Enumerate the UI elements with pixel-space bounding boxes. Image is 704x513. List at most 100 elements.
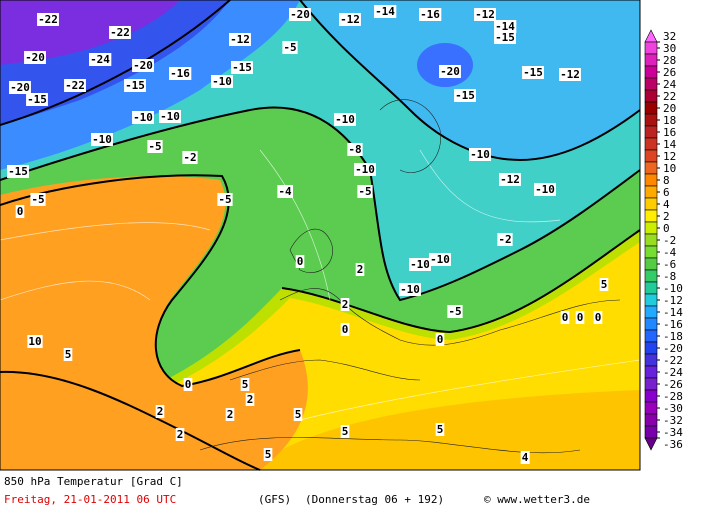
colorbar-label: 32 [663, 30, 676, 43]
contour-label-box [340, 298, 350, 311]
contour-label: 2 [177, 428, 184, 441]
contour-label: 0 [297, 255, 304, 268]
contour-label: 0 [595, 311, 602, 324]
contour-label-box [354, 163, 376, 176]
footer-source: © www.wetter3.de [484, 493, 590, 506]
contour-label-box [245, 393, 255, 406]
contour-label: -10 [133, 111, 153, 124]
contour-label: -10 [535, 183, 555, 196]
footer-model: (GFS) [258, 493, 291, 506]
field-lightorange [250, 390, 640, 470]
contour-label-box [575, 311, 585, 324]
contour-label: 0 [562, 311, 569, 324]
contour-label: -10 [92, 133, 112, 146]
contour-label: -5 [283, 41, 296, 54]
colorbar-label: 10 [663, 162, 676, 175]
contour-label: 10 [28, 335, 41, 348]
colorbar-swatch [644, 401, 658, 415]
coastlines [199, 99, 621, 454]
colorbar-label: 2 [663, 210, 670, 223]
contour-label-box [147, 140, 163, 153]
contour-label: -20 [25, 51, 45, 64]
contour-label-box [225, 408, 235, 421]
contour-label-box [9, 81, 31, 94]
contour-label: -2 [498, 233, 511, 246]
isotherm [0, 222, 211, 241]
contour-label-box [340, 323, 350, 336]
coastline [279, 288, 621, 346]
contour-label: -22 [38, 13, 58, 26]
colorbar-swatch [644, 257, 658, 271]
colorbar-label: -26 [663, 378, 683, 391]
contour-label-box [229, 33, 251, 46]
colorbar-label: -10 [663, 282, 683, 295]
colorbar-label: -14 [663, 306, 683, 319]
contour-label: -15 [523, 66, 543, 79]
contour-label: -5 [448, 305, 461, 318]
colorbar-label: -20 [663, 342, 683, 355]
contour-label: 2 [157, 405, 164, 418]
contour-label-box [231, 61, 253, 74]
colorbar-label: 16 [663, 126, 676, 139]
contour-label-box [132, 59, 154, 72]
contour-label: 5 [437, 423, 444, 436]
contour-label-box [155, 405, 165, 418]
contour-label: -10 [160, 110, 180, 123]
contour-label: 5 [601, 278, 608, 291]
contour-label-box [217, 193, 233, 206]
contour-label: -10 [410, 258, 430, 271]
contour-label-box [522, 66, 544, 79]
contour-label: -4 [278, 185, 292, 198]
contour-label: -12 [560, 68, 580, 81]
contour-label-box [124, 79, 146, 92]
colorbar-label: -4 [663, 246, 677, 259]
contour-label: -22 [110, 26, 130, 39]
contour-label: 2 [247, 393, 254, 406]
contour-label: -16 [170, 67, 190, 80]
colorbar-label: 6 [663, 186, 670, 199]
isotherm [419, 149, 561, 223]
contour-label-box [494, 31, 516, 44]
contour-label: 5 [65, 348, 72, 361]
footer-forecast: (Donnerstag 06 + 192) [305, 493, 444, 506]
contour-label-box [447, 305, 463, 318]
colorbar-swatch [644, 233, 658, 247]
contour-label: -12 [500, 173, 520, 186]
contour-label-box [497, 233, 513, 246]
colorbar-label: -2 [663, 234, 676, 247]
colorbar-label: -36 [663, 438, 683, 451]
contour-label-box [64, 79, 86, 92]
contour-label-box [175, 428, 185, 441]
colorbar-label: 18 [663, 114, 676, 127]
contour-label: 0 [437, 333, 444, 346]
colorbar-label: 4 [663, 198, 670, 211]
contour-label-box [347, 143, 363, 156]
contour-label: -20 [440, 65, 460, 78]
contour-label-box [474, 8, 496, 21]
colorbar-swatch [644, 209, 658, 223]
contour-label: -15 [455, 89, 475, 102]
colorbar-swatch [644, 305, 658, 319]
colorbar-label: 26 [663, 66, 676, 79]
contour-label: -12 [230, 33, 250, 46]
contour-label: 0 [185, 378, 192, 391]
contour-label-box [89, 53, 112, 66]
contour-label-box [15, 205, 25, 218]
colorbar-swatch [644, 425, 658, 439]
colorbar-swatch [644, 185, 658, 199]
colorbar-swatch [644, 389, 658, 403]
colorbar-swatch [644, 77, 658, 91]
colorbar-swatch [644, 281, 658, 295]
colorbar-label: 22 [663, 90, 676, 103]
contour-label-box [357, 185, 373, 198]
contour-label-box [409, 258, 431, 271]
contour-label-box [429, 253, 451, 266]
contour-label-box [263, 448, 273, 461]
contour-label: 0 [577, 311, 584, 324]
contour-label: -20 [290, 8, 310, 21]
contour-label-box [37, 13, 59, 26]
contour-label: -14 [495, 20, 515, 33]
contour-label: -5 [358, 185, 371, 198]
contour-label-box [7, 165, 29, 178]
